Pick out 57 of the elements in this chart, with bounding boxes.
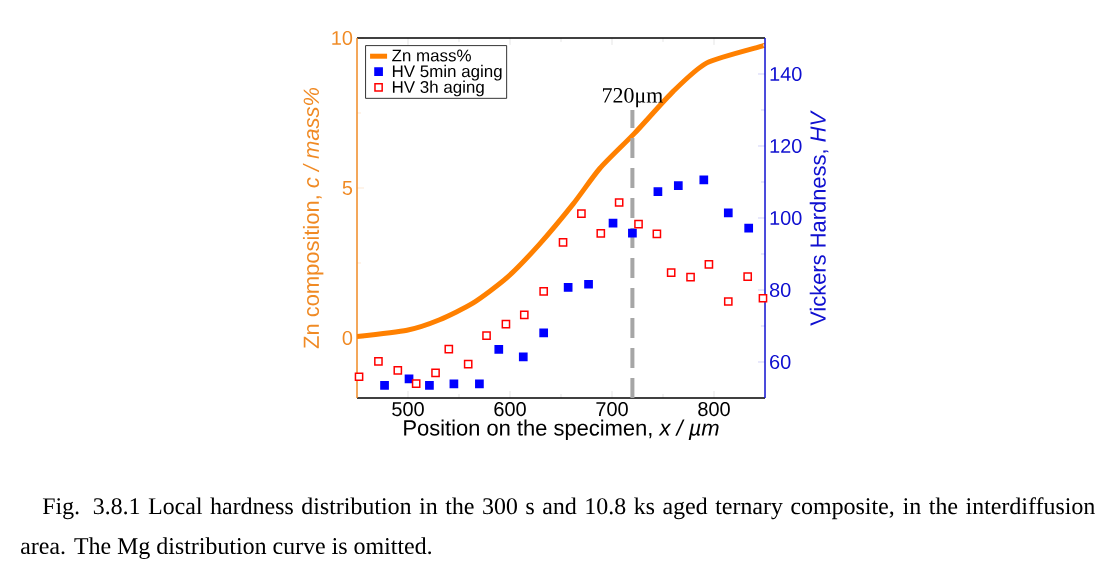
ref-line-label: 720μm [603,87,663,108]
y2-axis-title: Vickers Hardness, HV [809,110,829,326]
point [686,272,695,282]
legend-label: Zn mass% [392,49,471,62]
point [666,268,676,278]
point [577,209,586,219]
legend-label: HV 3h aging [392,80,484,97]
point [634,219,643,229]
y2-tick-label: 100 [770,210,802,226]
point [758,293,768,303]
x-tick-label: 700 [596,402,628,417]
point [558,238,568,247]
caption: Fig. 3.8.1 Local hardness distribution in the 300 s and 10.8 ks aged ternary composite, in the interdiffusion area. The Mg distribution curve is omitted. [21,497,1095,560]
y2-tick-label: 120 [770,138,802,154]
point [425,381,434,390]
point [539,328,549,338]
point [614,198,624,207]
point [444,344,454,354]
x-tick-label: 500 [392,402,424,417]
point [475,379,484,389]
point [494,345,504,354]
point [482,331,491,341]
point [744,223,754,233]
point [653,187,663,197]
point [411,379,421,388]
point [431,368,440,378]
y-tick-label: 0 [342,330,353,346]
legend-label: HV 5min aging [392,64,502,81]
y2-tick-label: 80 [769,282,791,298]
point [518,352,528,362]
x-tick-label: 600 [494,402,526,417]
point [501,319,511,329]
point [563,283,573,292]
y2-tick-label: 140 [770,66,802,82]
x-tick-label: 800 [698,402,730,417]
point [743,272,753,282]
y-tick-label: 5 [342,181,353,195]
point [723,208,733,218]
point [723,297,733,306]
y2-tick-label: 60 [770,354,791,370]
point [374,356,383,366]
point [652,229,662,239]
point [704,260,714,269]
point [393,365,403,375]
point [628,228,637,238]
point [699,175,709,185]
point [539,287,549,296]
point [584,279,593,289]
y-tick-label: 10 [332,30,353,46]
point [673,181,683,190]
point [596,229,606,238]
point [463,359,473,369]
point [519,310,529,320]
y-axis-title: Zn composition, c / mass% [302,88,324,349]
point [354,372,364,382]
x-axis-title: Position on the specimen, x / µm [404,419,719,440]
point [380,381,389,390]
